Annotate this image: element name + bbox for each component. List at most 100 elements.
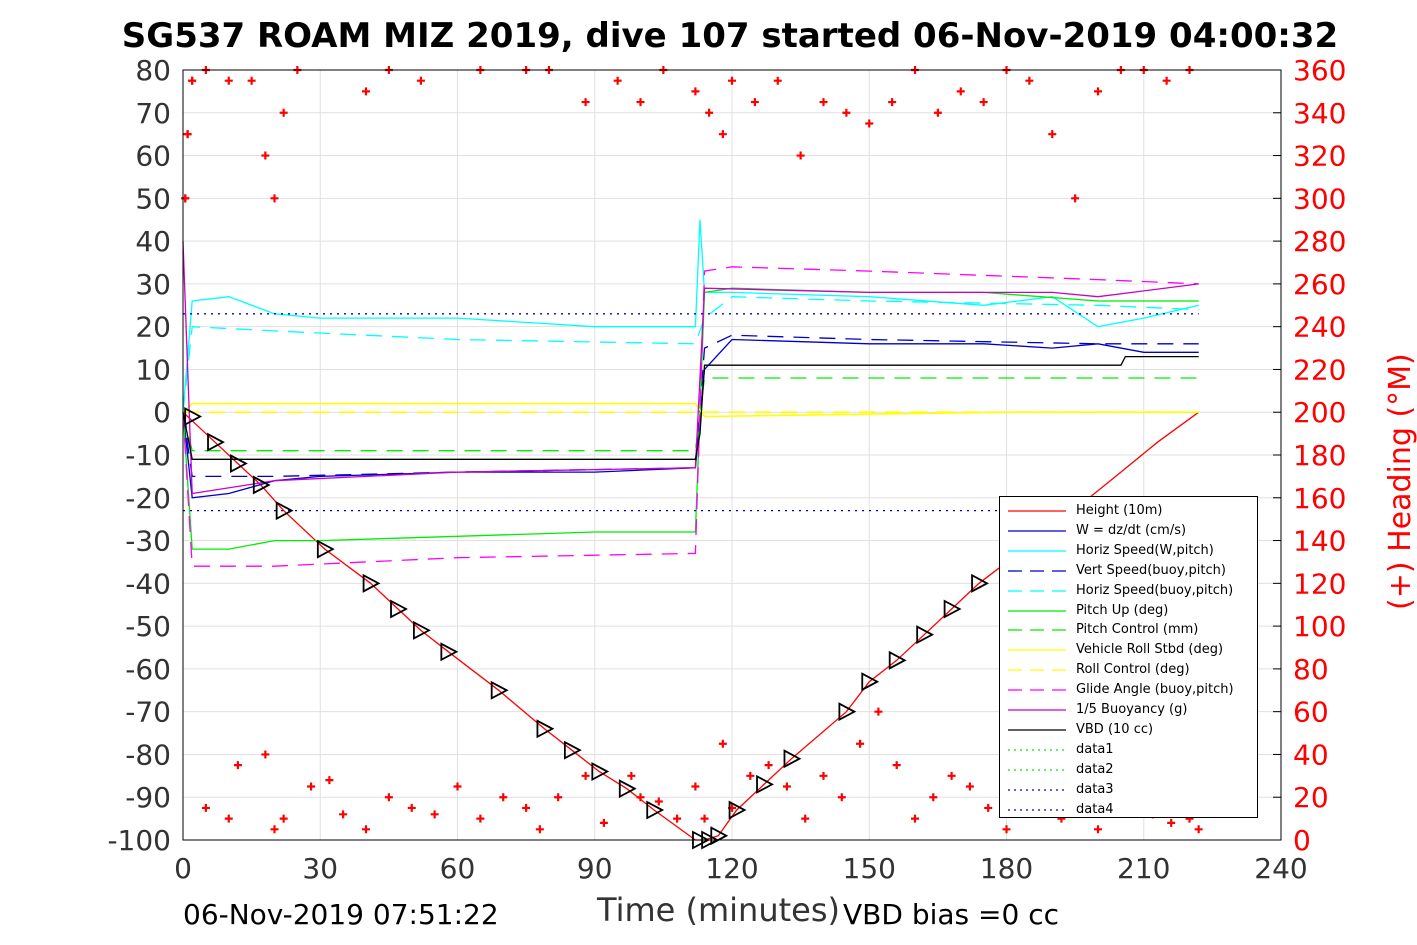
y2-tick-label: 120 (1293, 567, 1346, 600)
legend-item: data2 (1000, 760, 1258, 780)
y2-tick-label: 220 (1293, 353, 1346, 386)
series-line (182, 377, 1199, 452)
legend-swatch (1008, 729, 1066, 731)
heading-point (407, 803, 416, 812)
y2-tick-label: 180 (1293, 439, 1346, 472)
y2-tick-label: 100 (1293, 610, 1346, 643)
heading-point (181, 194, 190, 203)
heading-point (270, 825, 279, 834)
legend-swatch (1008, 769, 1066, 771)
y-tick-label: 30 (135, 268, 171, 301)
dive-marker (316, 539, 335, 559)
y-tick-label: 50 (135, 182, 171, 215)
triangle-markers (184, 407, 989, 850)
heading-point (718, 130, 727, 139)
legend-label: data4 (1076, 801, 1114, 817)
legend-label: Horiz Speed(buoy,pitch) (1076, 582, 1234, 598)
dive-marker (756, 774, 774, 794)
chart-title: SG537 ROAM MIZ 2019, dive 107 started 06… (121, 16, 1339, 56)
y2-tick-label: 300 (1293, 182, 1346, 215)
y-tick-label: 80 (135, 54, 171, 87)
heading-point (750, 98, 759, 107)
legend-item: Pitch Control (mm) (1000, 620, 1258, 640)
heading-point (453, 782, 462, 791)
heading-point (636, 98, 645, 107)
legend-item: W = dz/dt (cm/s) (1000, 521, 1258, 541)
y2-tick-label: 60 (1293, 696, 1329, 729)
heading-point (535, 825, 544, 834)
x-tick-label: 90 (577, 852, 613, 885)
dive-marker (207, 432, 225, 452)
y-tick-label: -60 (125, 653, 171, 686)
heading-point (279, 814, 288, 823)
series-line (182, 411, 1200, 841)
dive-marker (490, 680, 509, 700)
heading-point (581, 98, 590, 107)
heading-point (325, 776, 334, 785)
heading-point (773, 76, 782, 85)
heading-point (1094, 825, 1102, 834)
dive-marker (618, 779, 637, 799)
dive-marker (916, 625, 935, 645)
heading-point (929, 793, 938, 802)
legend-swatch (1008, 788, 1066, 791)
heading-point (430, 810, 439, 819)
legend-label: W = dz/dt (cm/s) (1076, 522, 1187, 538)
legend-item: Height (10m) (1000, 501, 1258, 521)
tick-labels: 0 30 60 90 120 150 180 210 240-100-90-80-70-60-5… (107, 54, 1346, 885)
heading-point (416, 76, 425, 85)
legend-swatch (1008, 589, 1066, 592)
heading-point (476, 814, 485, 823)
legend-swatch (1008, 808, 1066, 811)
heading-point (1048, 130, 1057, 139)
legend-swatch (1008, 530, 1066, 532)
x-tick-label: 0 (174, 852, 192, 885)
heading-point (1002, 825, 1011, 834)
dive-marker (943, 599, 962, 619)
x-tick-label: 150 (843, 852, 896, 885)
y2-tick-label: 200 (1293, 396, 1346, 429)
legend-swatch (1008, 669, 1066, 671)
heading-point (764, 761, 773, 770)
series-line (182, 266, 1199, 567)
y2-axis-label: (+) Heading (°M) (1383, 353, 1417, 610)
y-tick-label: -80 (125, 738, 171, 771)
y-tick-label: -50 (125, 610, 171, 643)
heading-point (819, 98, 828, 107)
legend-label: Pitch Control (mm) (1076, 622, 1199, 638)
dive-marker (536, 719, 555, 739)
legend-swatch (1008, 609, 1066, 612)
dive-marker (275, 501, 294, 521)
y-tick-label: 0 (153, 396, 171, 429)
y2-tick-label: 360 (1293, 54, 1346, 87)
series-line (182, 296, 1199, 413)
dive-marker (184, 407, 203, 426)
y-tick-label: -90 (125, 781, 171, 814)
dive-marker (783, 749, 802, 769)
series-line (182, 241, 1199, 495)
heading-point (801, 814, 810, 823)
heading-point (1025, 76, 1034, 85)
y-tick-label: 10 (135, 353, 171, 386)
y-tick-label: 60 (135, 140, 171, 173)
dive-marker (362, 573, 381, 593)
legend-swatch (1008, 749, 1066, 751)
legend: Height (10m) W = dz/dt (cm/s) Horiz Speed(… (999, 496, 1258, 818)
heading-point (892, 761, 901, 770)
dive-marker (591, 762, 610, 782)
x-tick-label: 120 (705, 852, 758, 885)
y2-tick-label: 20 (1293, 781, 1329, 814)
y-tick-label: -100 (107, 824, 171, 857)
dive-marker (563, 740, 582, 760)
heading-point (837, 793, 846, 802)
legend-swatch (1008, 570, 1066, 572)
legend-swatch (1008, 649, 1066, 651)
x-tick-label: 60 (440, 852, 476, 885)
y2-tick-label: 80 (1293, 653, 1329, 686)
legend-item: Vehicle Roll Stbd (deg) (1000, 640, 1258, 660)
heading-point (554, 793, 563, 802)
heading-point (261, 750, 270, 759)
heading-point (613, 76, 622, 85)
y2-tick-label: 260 (1293, 268, 1346, 301)
legend-item: data1 (1000, 740, 1258, 760)
